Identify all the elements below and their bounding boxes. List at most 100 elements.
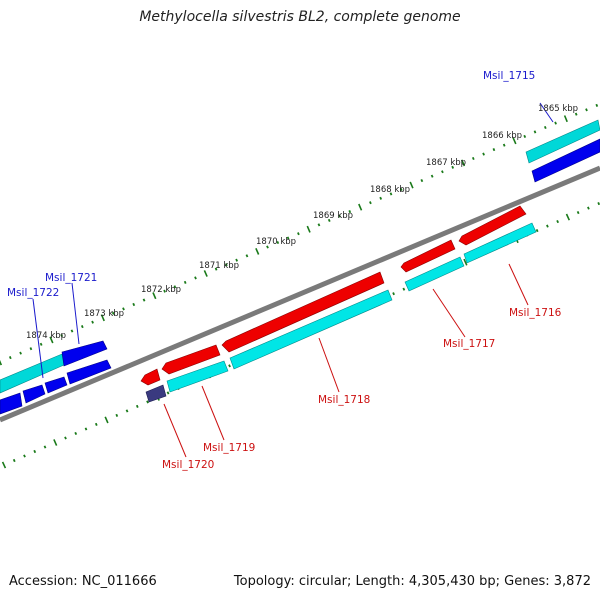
- major-tick: [0, 359, 3, 366]
- minor-tick: [135, 404, 139, 408]
- leader-msil-1722: [32, 298, 44, 379]
- minor-tick: [80, 325, 84, 329]
- minor-tick: [214, 267, 218, 271]
- minor-tick: [297, 232, 300, 236]
- gene-label-msil-1719[interactable]: Msil_1719: [203, 442, 255, 454]
- minor-tick: [585, 108, 588, 112]
- minor-tick: [317, 223, 321, 227]
- msil-1717-gene[interactable]: [400, 239, 456, 273]
- minor-tick: [482, 152, 485, 156]
- kbp-label: 1865 kbp: [538, 104, 578, 114]
- minor-tick: [29, 347, 33, 351]
- minor-tick: [502, 143, 506, 147]
- minor-tick: [399, 187, 403, 191]
- msil-1720-gene[interactable]: [140, 368, 161, 386]
- genome-summary-text: Topology: circular; Length: 4,305,430 bp…: [233, 574, 591, 589]
- minor-tick: [166, 391, 170, 395]
- msil-1718-gene[interactable]: [221, 271, 385, 353]
- minor-tick: [556, 220, 560, 224]
- minor-tick: [235, 258, 239, 262]
- gene-label-msil-1720[interactable]: Msil_1720: [162, 459, 214, 471]
- minor-tick: [228, 364, 231, 368]
- minor-tick: [441, 170, 444, 174]
- msil-1716-gene[interactable]: [458, 205, 527, 246]
- kbp-label: 1868 kbp: [370, 185, 410, 195]
- msil-1717-cds[interactable]: [404, 256, 465, 292]
- kbp-scale-labels: 1865 kbp 1866 kbp 1867 kbp 1868 kbp 1869…: [26, 104, 578, 341]
- minor-tick: [392, 292, 395, 296]
- major-tick: [104, 416, 109, 424]
- gene-label-msil-1721[interactable]: Msil_1721: [45, 272, 97, 284]
- minor-tick: [173, 285, 177, 289]
- minor-tick: [125, 409, 129, 413]
- minor-tick: [23, 454, 26, 458]
- minor-tick: [327, 218, 331, 222]
- forward-strand-features: [0, 119, 600, 415]
- msil-1715-cds[interactable]: [525, 119, 600, 164]
- major-tick: [306, 225, 311, 233]
- minor-tick: [194, 276, 197, 280]
- gene-label-msil-1715[interactable]: Msil_1715: [483, 70, 535, 82]
- accession-text: Accession: NC_011666: [9, 574, 157, 589]
- minor-tick: [64, 436, 67, 440]
- reverse-strand-features: [140, 205, 537, 403]
- kbp-label: 1872 kbp: [141, 285, 181, 295]
- minor-tick: [70, 329, 74, 333]
- gene-label-msil-1722[interactable]: Msil_1722: [7, 287, 59, 299]
- major-tick: [358, 203, 363, 211]
- minor-tick: [389, 192, 393, 196]
- leader-msil-1716: [508, 263, 529, 306]
- minor-tick: [587, 206, 590, 210]
- leader-msil-1715: [539, 102, 554, 123]
- msil-1719-cds[interactable]: [166, 360, 229, 393]
- msil-1721-gene-a[interactable]: [61, 340, 108, 367]
- minor-tick: [492, 148, 496, 152]
- minor-tick: [471, 156, 475, 161]
- msil-1720-cds[interactable]: [145, 384, 167, 403]
- msil-1722-gene-c[interactable]: [44, 376, 68, 394]
- msil-1721-gene-b[interactable]: [66, 359, 112, 385]
- minor-tick: [523, 134, 527, 138]
- major-tick: [53, 439, 58, 446]
- leader-msil-1720: [163, 403, 187, 458]
- msil-1716-cds[interactable]: [463, 222, 537, 264]
- minor-tick: [546, 224, 549, 228]
- minor-tick: [535, 229, 539, 233]
- gene-label-msil-1718[interactable]: Msil_1718: [318, 394, 370, 406]
- msil-1718-cds[interactable]: [229, 289, 393, 370]
- minor-tick: [420, 179, 424, 183]
- msil-1715-gene[interactable]: [531, 138, 600, 183]
- minor-tick: [183, 280, 187, 284]
- minor-tick: [245, 254, 249, 258]
- msil-1722-gene-a[interactable]: [0, 392, 23, 415]
- minor-tick: [574, 112, 578, 116]
- minor-tick: [338, 214, 341, 218]
- minor-tick: [543, 125, 547, 130]
- minor-tick: [595, 103, 599, 107]
- minor-tick: [19, 351, 22, 355]
- major-tick: [49, 336, 54, 344]
- minor-tick: [84, 427, 88, 431]
- minor-tick: [91, 320, 94, 324]
- msil-1719-gene[interactable]: [161, 344, 221, 375]
- gene-label-msil-1717[interactable]: Msil_1717: [443, 338, 495, 350]
- gene-labels: Msil_1715 Msil_1721 Msil_1722 Msil_1716 …: [7, 70, 562, 471]
- msil-1722-gene-b[interactable]: [22, 384, 46, 404]
- minor-tick: [146, 400, 149, 404]
- gene-label-msil-1716[interactable]: Msil_1716: [509, 307, 562, 319]
- map-title: Methylocella silvestris BL2, complete ge…: [139, 9, 461, 25]
- minor-tick: [379, 196, 383, 200]
- minor-tick: [33, 449, 37, 454]
- major-tick: [409, 181, 414, 189]
- minor-tick: [94, 422, 98, 426]
- label-leader-lines: [32, 102, 554, 458]
- minor-tick: [39, 342, 43, 346]
- minor-tick: [276, 240, 280, 245]
- kbp-label: 1871 kbp: [199, 261, 239, 271]
- minor-tick: [224, 263, 228, 267]
- leader-msil-1718: [318, 337, 340, 393]
- minor-tick: [402, 287, 406, 291]
- minor-tick: [348, 210, 352, 214]
